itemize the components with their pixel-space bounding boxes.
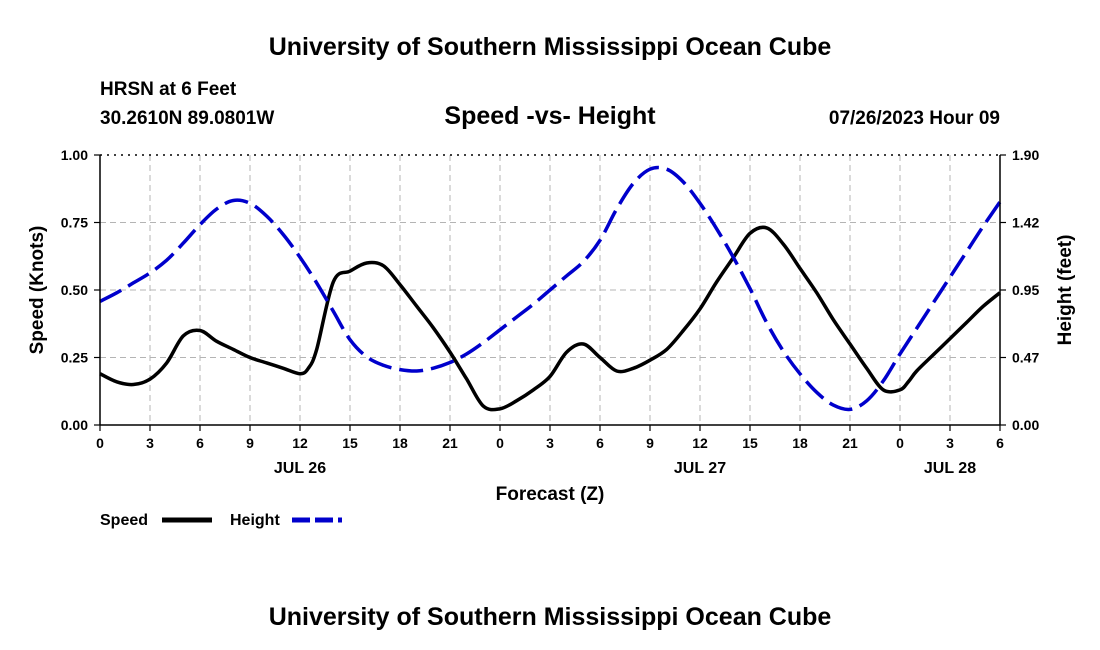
x-tick-label: 18 [792, 435, 808, 451]
station-label: HRSN at 6 Feet [100, 79, 237, 100]
legend-speed-label: Speed [100, 512, 148, 529]
station-coordinates: 30.2610N 89.0801W [100, 108, 274, 129]
y-tick-label: 1.00 [61, 147, 88, 163]
x-tick-label: 21 [442, 435, 458, 451]
x-day-label: JUL 26 [274, 460, 326, 477]
x-tick-label: 9 [646, 435, 654, 451]
chart-title: Speed -vs- Height [444, 102, 656, 130]
forecast-datetime: 07/26/2023 Hour 09 [829, 108, 1000, 129]
x-tick-label: 0 [96, 435, 104, 451]
x-tick-label: 0 [496, 435, 504, 451]
footer-title: University of Southern Mississippi Ocean… [269, 603, 832, 631]
x-tick-label: 6 [196, 435, 204, 451]
y2-tick-label: 1.90 [1012, 147, 1039, 163]
y2-tick-label: 0.00 [1012, 417, 1039, 433]
y2-tick-label: 1.42 [1012, 215, 1039, 231]
plot-series [99, 165, 1002, 412]
y-tick-label: 0.75 [61, 215, 88, 231]
axes: 0 3 6 9 12 15 18 21 0 3 6 9 12 15 18 21 0 3 6 JUL 26 JUL 27 J… [61, 147, 1040, 477]
y-tick-label: 0.25 [61, 350, 88, 366]
x-tick-label: 15 [342, 435, 358, 451]
y-tick-label: 0.00 [61, 417, 88, 433]
y-tick-label: 0.50 [61, 282, 88, 298]
x-axis-label: Forecast (Z) [496, 484, 605, 505]
x-tick-label: 9 [246, 435, 254, 451]
y-axis-label: Speed (Knots) [27, 226, 48, 355]
x-tick-label: 15 [742, 435, 758, 451]
x-tick-label: 12 [292, 435, 308, 451]
series-line-speed [99, 225, 1002, 412]
x-tick-label: 6 [996, 435, 1004, 451]
y2-tick-label: 0.47 [1012, 350, 1039, 366]
x-tick-label: 18 [392, 435, 408, 451]
page-title: University of Southern Mississippi Ocean… [269, 33, 832, 61]
x-day-label: JUL 27 [674, 460, 726, 477]
y2-tick-label: 0.95 [1012, 282, 1039, 298]
x-tick-label: 3 [146, 435, 154, 451]
legend: Speed Height [100, 512, 342, 529]
x-tick-label: 3 [546, 435, 554, 451]
legend-height-label: Height [230, 512, 280, 529]
x-tick-label: 0 [896, 435, 904, 451]
series-line-height [99, 165, 1002, 412]
x-tick-label: 3 [946, 435, 954, 451]
x-tick-label: 21 [842, 435, 858, 451]
x-day-label: JUL 28 [924, 460, 976, 477]
x-tick-label: 12 [692, 435, 708, 451]
x-tick-label: 6 [596, 435, 604, 451]
y2-axis-label: Height (feet) [1055, 235, 1076, 346]
